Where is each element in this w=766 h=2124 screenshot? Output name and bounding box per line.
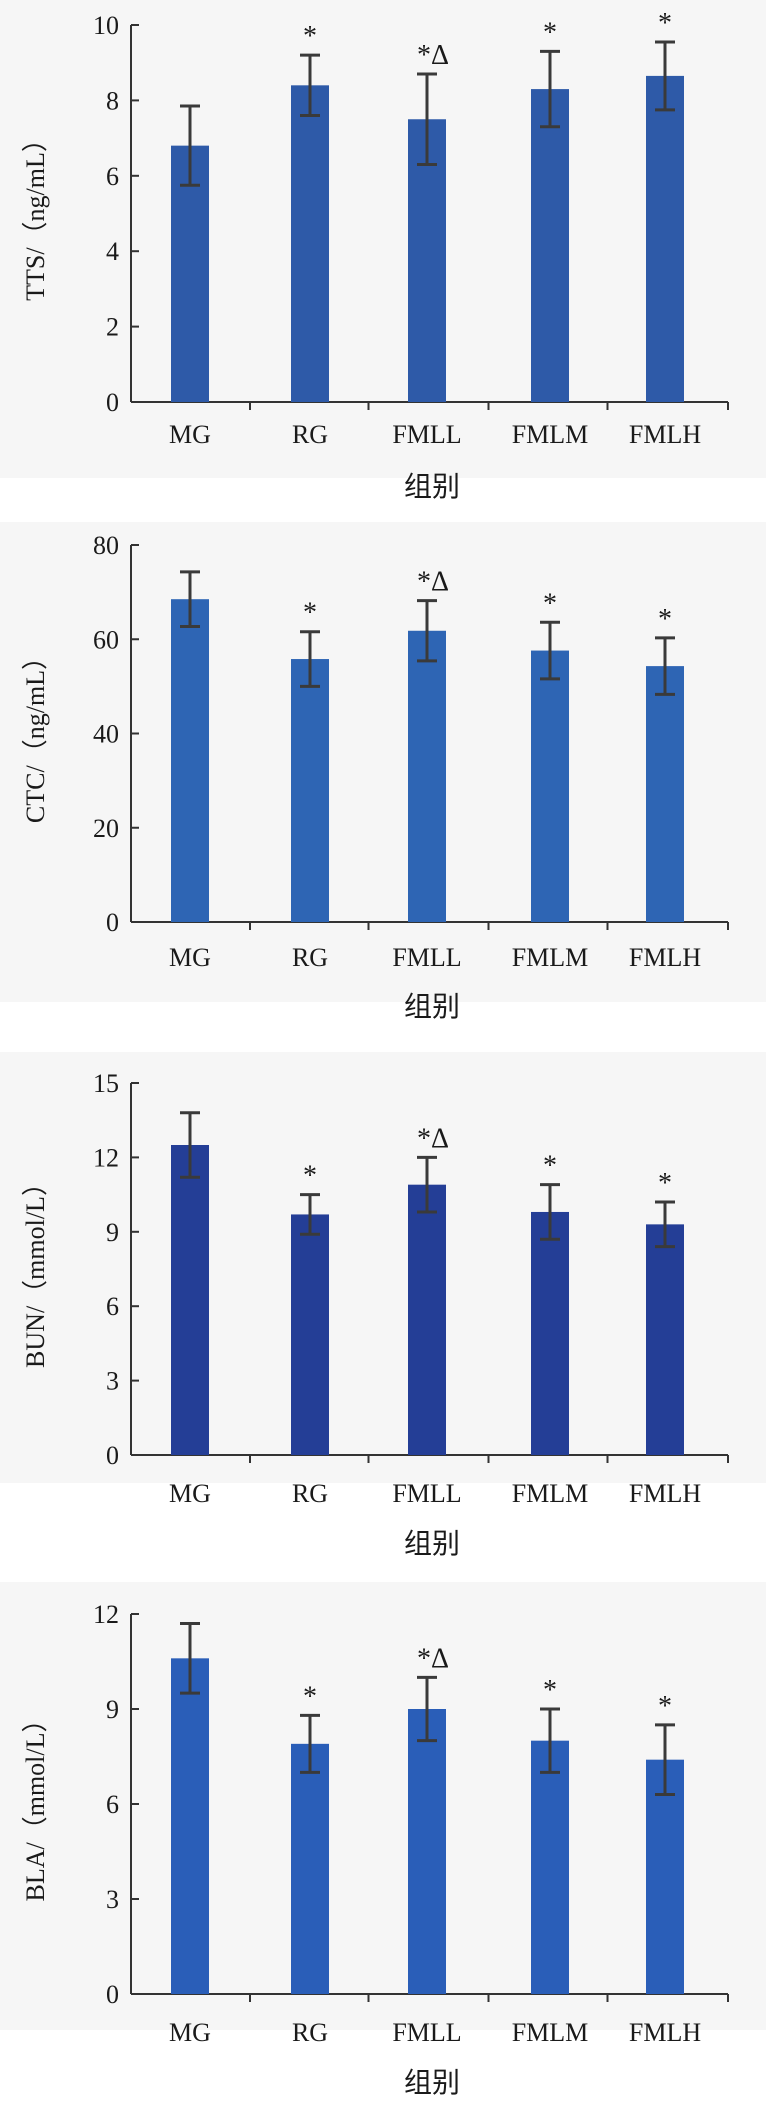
category-label: MG	[169, 943, 211, 972]
y-tick-label: 0	[106, 1980, 119, 2009]
y-tick-label: 15	[93, 1069, 119, 1098]
y-tick-label: 2	[106, 313, 119, 342]
bar-fmll	[408, 630, 446, 922]
y-axis-label: BLA/（mmol/L）	[21, 1706, 50, 1901]
bar-rg	[291, 659, 329, 922]
bar-fmlh	[646, 75, 684, 403]
y-tick-label: 60	[93, 625, 119, 654]
bar-rg	[291, 1743, 329, 1994]
y-tick-label: 10	[93, 11, 119, 40]
bar-fmlm	[531, 650, 569, 922]
significance-marker: *Δ	[417, 1123, 449, 1154]
y-tick-label: 6	[106, 1790, 119, 1819]
bar-mg	[171, 599, 209, 922]
panel-background	[0, 1052, 766, 1483]
bar-fmll	[408, 1709, 446, 1994]
significance-marker: *	[303, 598, 317, 629]
panel-background	[0, 1582, 766, 2030]
significance-marker: *Δ	[417, 567, 449, 598]
significance-marker: *	[543, 1151, 557, 1182]
y-tick-label: 0	[106, 388, 119, 417]
significance-marker: *	[543, 1675, 557, 1706]
category-label: FMLH	[629, 943, 701, 972]
bar-mg	[171, 1658, 209, 1994]
chart-panel-4: 0 3 6 9 12 MG * RG *Δ FMLL * FMLM * FMLH BLA/（mmol/L） 组…	[0, 1582, 766, 2099]
significance-marker: *	[543, 588, 557, 619]
y-tick-label: 12	[93, 1143, 119, 1172]
y-tick-label: 6	[106, 162, 119, 191]
category-label: FMLH	[629, 2018, 701, 2047]
category-label: FMLL	[392, 420, 461, 449]
y-tick-label: 0	[106, 908, 119, 937]
x-axis-label: 组别	[404, 1528, 460, 1560]
bar-fmlm	[531, 1740, 569, 1994]
y-tick-label: 3	[106, 1367, 119, 1396]
y-axis-label: BUN/（mmol/L）	[21, 1170, 50, 1368]
y-axis-label: CTC/（ng/mL）	[21, 644, 50, 823]
y-tick-label: 8	[106, 86, 119, 115]
significance-marker: *	[303, 1681, 317, 1712]
y-tick-label: 0	[106, 1441, 119, 1470]
significance-marker: *	[658, 604, 672, 635]
significance-marker: *Δ	[417, 40, 449, 71]
category-label: RG	[292, 2018, 328, 2047]
significance-marker: *	[543, 17, 557, 48]
bar-fmlm	[531, 89, 569, 402]
bar-mg	[171, 1145, 209, 1455]
y-tick-label: 40	[93, 720, 119, 749]
category-label: RG	[292, 1479, 328, 1508]
significance-marker: *	[303, 21, 317, 52]
bar-mg	[171, 145, 209, 402]
panel-background	[0, 0, 766, 478]
y-tick-label: 6	[106, 1292, 119, 1321]
category-label: FMLH	[629, 420, 701, 449]
significance-marker: *	[303, 1161, 317, 1192]
bar-fmlh	[646, 666, 684, 922]
significance-marker: *	[658, 1691, 672, 1722]
bar-fmll	[408, 1184, 446, 1455]
category-label: FMLH	[629, 1479, 701, 1508]
significance-marker: *	[658, 8, 672, 39]
bar-fmll	[408, 119, 446, 402]
x-axis-label: 组别	[404, 471, 460, 503]
bar-fmlh	[646, 1224, 684, 1455]
y-tick-label: 80	[93, 531, 119, 560]
category-label: FMLL	[392, 2018, 461, 2047]
category-label: MG	[169, 2018, 211, 2047]
category-label: FMLM	[512, 420, 589, 449]
y-tick-label: 9	[106, 1695, 119, 1724]
y-tick-label: 9	[106, 1218, 119, 1247]
y-tick-label: 4	[106, 237, 119, 266]
category-label: FMLM	[512, 2018, 589, 2047]
bar-rg	[291, 85, 329, 402]
y-axis-label: TTS/（ng/mL）	[21, 126, 50, 301]
y-tick-label: 12	[93, 1600, 119, 1629]
significance-marker: *	[658, 1168, 672, 1199]
y-tick-label: 3	[106, 1885, 119, 1914]
category-label: MG	[169, 420, 211, 449]
bar-fmlh	[646, 1759, 684, 1994]
category-label: MG	[169, 1479, 211, 1508]
x-axis-label: 组别	[404, 991, 460, 1023]
y-tick-label: 20	[93, 814, 119, 843]
chart-panel-3: 0 3 6 9 12 15 MG * RG *Δ FMLL * FMLM * FMLH BUN/（mmol/L…	[0, 1052, 766, 1560]
category-label: FMLL	[392, 1479, 461, 1508]
category-label: FMLM	[512, 943, 589, 972]
category-label: RG	[292, 943, 328, 972]
bar-fmlm	[531, 1211, 569, 1455]
bar-rg	[291, 1214, 329, 1455]
category-label: RG	[292, 420, 328, 449]
chart-panel-2: 0 20 40 60 80 MG * RG *Δ FMLL * FMLM * FMLH CTC/（ng/mL…	[0, 522, 766, 1023]
x-axis-label: 组别	[404, 2067, 460, 2099]
category-label: FMLL	[392, 943, 461, 972]
category-label: FMLM	[512, 1479, 589, 1508]
significance-marker: *Δ	[417, 1643, 449, 1674]
chart-panel-1: 0 2 4 6 8 10 MG * RG *Δ FMLL * FMLM * FMLH TTS/（ng/mL） 组…	[0, 0, 766, 503]
